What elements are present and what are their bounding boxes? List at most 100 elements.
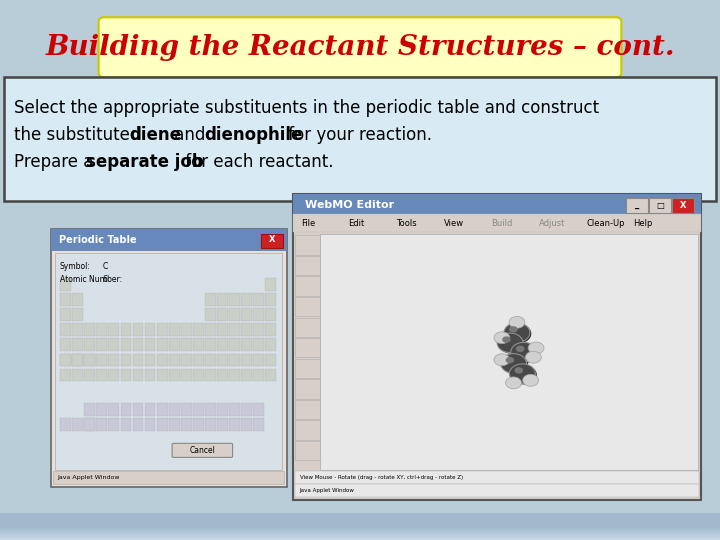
FancyBboxPatch shape xyxy=(295,484,699,497)
Text: Prepare a: Prepare a xyxy=(14,153,99,171)
FancyBboxPatch shape xyxy=(193,339,204,351)
FancyBboxPatch shape xyxy=(241,308,252,321)
FancyBboxPatch shape xyxy=(217,323,228,336)
FancyBboxPatch shape xyxy=(193,323,204,336)
FancyBboxPatch shape xyxy=(168,369,179,381)
FancyBboxPatch shape xyxy=(73,308,84,321)
Circle shape xyxy=(505,377,521,389)
Circle shape xyxy=(497,333,523,353)
FancyBboxPatch shape xyxy=(60,293,71,306)
Text: Symbol:: Symbol: xyxy=(60,262,91,271)
Bar xyxy=(0,526,720,539)
Bar xyxy=(0,521,720,534)
FancyBboxPatch shape xyxy=(73,354,84,366)
Circle shape xyxy=(510,342,536,362)
FancyBboxPatch shape xyxy=(60,354,71,366)
Text: diene: diene xyxy=(130,126,181,144)
Circle shape xyxy=(512,343,538,363)
FancyBboxPatch shape xyxy=(73,323,84,336)
FancyBboxPatch shape xyxy=(55,253,282,470)
FancyBboxPatch shape xyxy=(168,403,179,416)
FancyBboxPatch shape xyxy=(295,338,320,357)
FancyBboxPatch shape xyxy=(73,339,84,351)
Text: Tools: Tools xyxy=(396,219,417,227)
FancyBboxPatch shape xyxy=(293,194,701,215)
FancyBboxPatch shape xyxy=(241,293,252,306)
FancyBboxPatch shape xyxy=(229,339,240,351)
Circle shape xyxy=(494,354,510,366)
FancyBboxPatch shape xyxy=(168,339,179,351)
FancyBboxPatch shape xyxy=(73,369,84,381)
FancyBboxPatch shape xyxy=(626,198,648,213)
FancyBboxPatch shape xyxy=(84,418,95,431)
FancyBboxPatch shape xyxy=(229,354,240,366)
FancyBboxPatch shape xyxy=(96,403,107,416)
FancyBboxPatch shape xyxy=(84,323,95,336)
Circle shape xyxy=(502,336,510,343)
Bar xyxy=(0,525,720,539)
Bar xyxy=(0,522,720,535)
Circle shape xyxy=(502,355,528,374)
FancyBboxPatch shape xyxy=(172,443,233,457)
Bar xyxy=(0,517,720,530)
Bar xyxy=(0,516,720,530)
Text: and: and xyxy=(168,126,210,144)
FancyBboxPatch shape xyxy=(109,403,120,416)
FancyBboxPatch shape xyxy=(253,323,264,336)
FancyBboxPatch shape xyxy=(4,77,716,201)
FancyBboxPatch shape xyxy=(96,323,107,336)
Text: the substituted: the substituted xyxy=(14,126,146,144)
FancyBboxPatch shape xyxy=(295,235,320,255)
FancyBboxPatch shape xyxy=(204,418,216,431)
Text: View: View xyxy=(444,219,464,227)
FancyBboxPatch shape xyxy=(145,323,156,336)
Circle shape xyxy=(494,332,510,343)
FancyBboxPatch shape xyxy=(120,339,132,351)
FancyBboxPatch shape xyxy=(84,339,95,351)
Bar xyxy=(0,518,720,531)
FancyBboxPatch shape xyxy=(168,418,179,431)
FancyBboxPatch shape xyxy=(217,308,228,321)
Text: Help: Help xyxy=(634,219,653,227)
FancyBboxPatch shape xyxy=(265,323,276,336)
Circle shape xyxy=(504,323,530,342)
FancyBboxPatch shape xyxy=(120,369,132,381)
Circle shape xyxy=(523,374,539,386)
FancyBboxPatch shape xyxy=(229,293,240,306)
FancyBboxPatch shape xyxy=(265,354,276,366)
FancyBboxPatch shape xyxy=(145,339,156,351)
FancyBboxPatch shape xyxy=(229,403,240,416)
FancyBboxPatch shape xyxy=(132,369,143,381)
FancyBboxPatch shape xyxy=(672,198,694,213)
FancyBboxPatch shape xyxy=(181,418,192,431)
FancyBboxPatch shape xyxy=(181,323,192,336)
FancyBboxPatch shape xyxy=(109,339,120,351)
FancyBboxPatch shape xyxy=(73,418,84,431)
Circle shape xyxy=(509,326,518,333)
FancyBboxPatch shape xyxy=(181,354,192,366)
FancyBboxPatch shape xyxy=(229,308,240,321)
FancyBboxPatch shape xyxy=(241,418,252,431)
FancyBboxPatch shape xyxy=(99,17,621,77)
FancyBboxPatch shape xyxy=(84,354,95,366)
FancyBboxPatch shape xyxy=(295,420,320,440)
FancyBboxPatch shape xyxy=(145,369,156,381)
FancyBboxPatch shape xyxy=(261,234,283,248)
FancyBboxPatch shape xyxy=(145,403,156,416)
Bar xyxy=(0,522,720,535)
Text: WebMO Editor: WebMO Editor xyxy=(305,200,394,210)
FancyBboxPatch shape xyxy=(253,339,264,351)
FancyBboxPatch shape xyxy=(217,418,228,431)
FancyBboxPatch shape xyxy=(265,339,276,351)
Bar xyxy=(0,514,720,528)
Circle shape xyxy=(510,364,536,383)
FancyBboxPatch shape xyxy=(96,339,107,351)
Text: Edit: Edit xyxy=(348,219,365,227)
FancyBboxPatch shape xyxy=(253,403,264,416)
FancyBboxPatch shape xyxy=(217,293,228,306)
FancyBboxPatch shape xyxy=(51,229,287,487)
Bar xyxy=(0,516,720,529)
FancyBboxPatch shape xyxy=(60,369,71,381)
FancyBboxPatch shape xyxy=(217,369,228,381)
FancyBboxPatch shape xyxy=(293,194,701,500)
